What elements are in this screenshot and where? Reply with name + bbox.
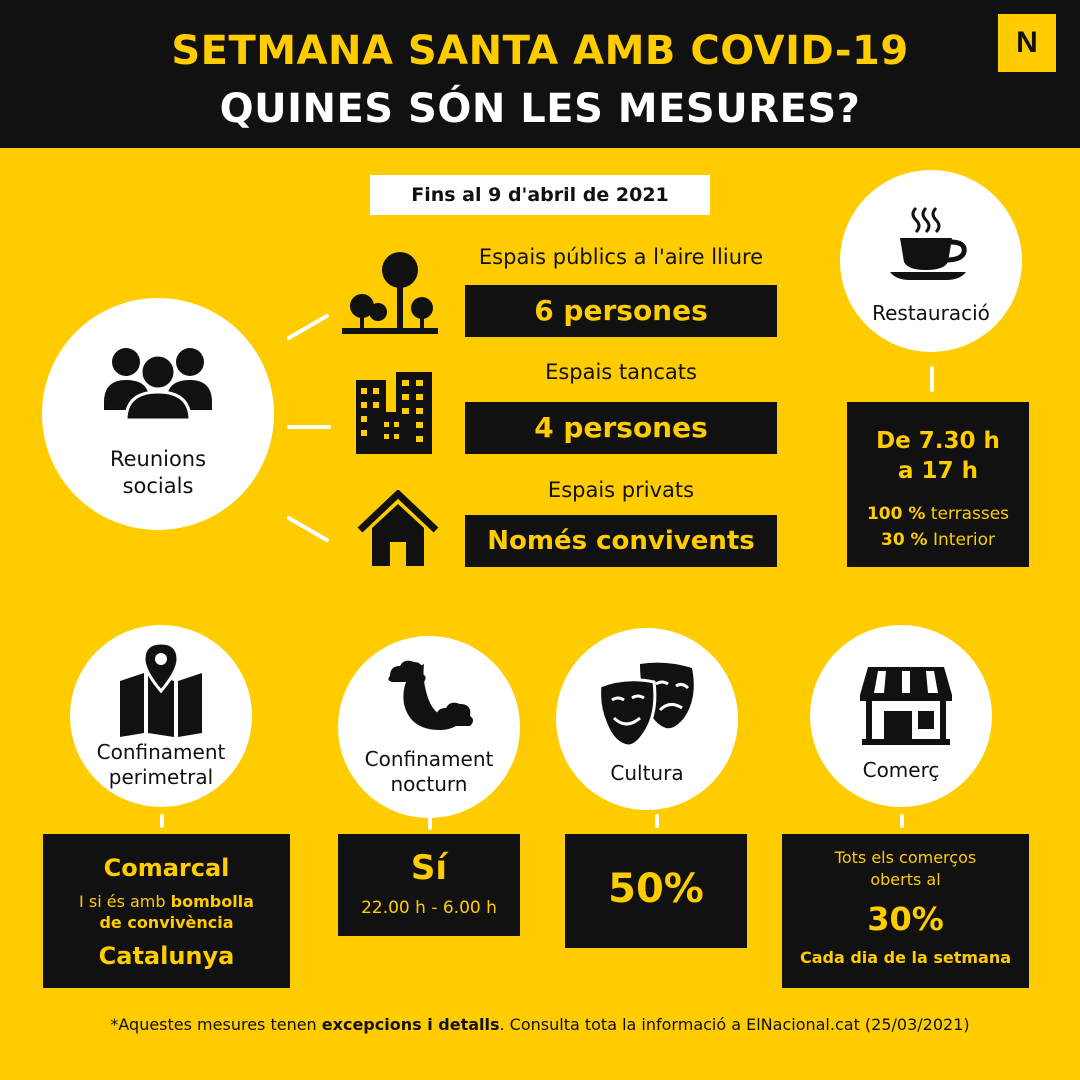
- interior-label: Interior: [933, 530, 996, 550]
- reunions-label-2: socials: [122, 474, 194, 498]
- perimetral-sub-bold1: bombolla: [170, 892, 254, 911]
- restauracio-interior: 30 % Interior: [847, 530, 1029, 550]
- comerc-bottom: Cada dia de la setmana: [799, 948, 1012, 967]
- restauracio-label: Restauració: [872, 301, 990, 325]
- cultura-value: 50%: [608, 866, 704, 912]
- trees-icon: [342, 252, 438, 334]
- terraces-label: terrasses: [930, 504, 1010, 524]
- connector-line: [287, 425, 331, 429]
- title-line-1: SETMANA SANTA AMB COVID-19: [171, 28, 909, 74]
- nocturn-label-2: nocturn: [390, 772, 468, 796]
- comerc-line-2: oberts al: [870, 870, 941, 889]
- value-indoor: 4 persones: [465, 402, 777, 454]
- perimetral-main: Comarcal: [103, 854, 230, 882]
- restauracio-hours-2: a 17 h: [898, 458, 978, 484]
- value-private: Només convivents: [465, 515, 777, 567]
- buildings-icon: [356, 372, 432, 454]
- space-label-outdoor: Espais públics a l'aire lliure: [478, 245, 764, 269]
- perimetral-label-1: Confinament: [96, 740, 226, 764]
- nocturn-label-1: Confinament: [364, 747, 494, 771]
- perimetral-label-2: perimetral: [108, 765, 214, 789]
- house-icon: [357, 490, 439, 566]
- title-line-2: QUINES SÓN LES MESURES?: [219, 86, 861, 132]
- group-icon: [104, 348, 212, 420]
- connector-line: [428, 816, 432, 830]
- coffee-cup-icon: [890, 206, 967, 280]
- cultura-label: Cultura: [610, 761, 684, 785]
- perimetral-bottom: Catalunya: [98, 942, 235, 970]
- moon-clouds-icon: [388, 660, 473, 730]
- footnote-prefix: *Aquestes mesures tenen: [110, 1015, 317, 1034]
- restauracio-circle: Restauració: [840, 170, 1022, 352]
- space-label-private: Espais privats: [547, 478, 695, 502]
- value-outdoor: 6 persones: [465, 285, 777, 337]
- perimetral-sub-2: de convivència: [99, 913, 234, 932]
- comerc-circle: Comerç: [810, 625, 992, 807]
- connector-line: [286, 313, 330, 341]
- terraces-pct: 100 %: [866, 504, 926, 524]
- comerc-box: Tots els comerços oberts al 30% Cada dia…: [782, 834, 1029, 988]
- nocturn-box: Sí 22.00 h - 6.00 h: [338, 834, 520, 936]
- theater-masks-icon: [598, 662, 694, 748]
- nocturn-circle: Confinament nocturn: [338, 636, 520, 818]
- perimetral-sub-1: I si és amb bombolla: [43, 892, 290, 911]
- reunions-circle: Reunions socials: [42, 298, 274, 530]
- perimetral-circle: Confinament perimetral: [70, 625, 252, 807]
- space-label-indoor: Espais tancats: [545, 360, 697, 384]
- cultura-box: 50%: [565, 834, 747, 948]
- restauracio-hours-1: De 7.30 h: [876, 428, 1000, 454]
- logo[interactable]: N: [998, 14, 1056, 72]
- footnote-bold: excepcions i detalls: [321, 1015, 500, 1034]
- nocturn-hours: 22.00 h - 6.00 h: [361, 898, 497, 918]
- comerc-label: Comerç: [862, 758, 940, 782]
- restauracio-box: De 7.30 h a 17 h 100 % terrasses 30 % In…: [847, 402, 1029, 567]
- shop-icon: [860, 667, 952, 745]
- restauracio-terraces: 100 % terrasses: [847, 504, 1029, 524]
- interior-pct: 30 %: [880, 530, 928, 550]
- footnote: *Aquestes mesures tenen excepcions i det…: [0, 1015, 1080, 1034]
- connector-line: [655, 814, 659, 828]
- connector-line: [900, 814, 904, 828]
- comerc-value: 30%: [867, 900, 944, 938]
- footnote-suffix[interactable]: . Consulta tota la informació a ElNacion…: [499, 1015, 970, 1034]
- perimetral-sub-prefix: I si és amb: [79, 892, 166, 911]
- map-pin-icon: [120, 641, 202, 737]
- date-label: Fins al 9 d'abril de 2021: [370, 175, 710, 215]
- connector-line: [160, 814, 164, 828]
- perimetral-box: Comarcal I si és amb bombolla de convivè…: [43, 834, 290, 988]
- comerc-line-1: Tots els comerços: [834, 848, 977, 867]
- reunions-label-1: Reunions: [109, 447, 207, 471]
- header-bar: [0, 0, 1080, 148]
- connector-line: [930, 366, 934, 392]
- nocturn-main: Sí: [410, 848, 448, 888]
- connector-line: [286, 515, 330, 543]
- cultura-circle: Cultura: [556, 628, 738, 810]
